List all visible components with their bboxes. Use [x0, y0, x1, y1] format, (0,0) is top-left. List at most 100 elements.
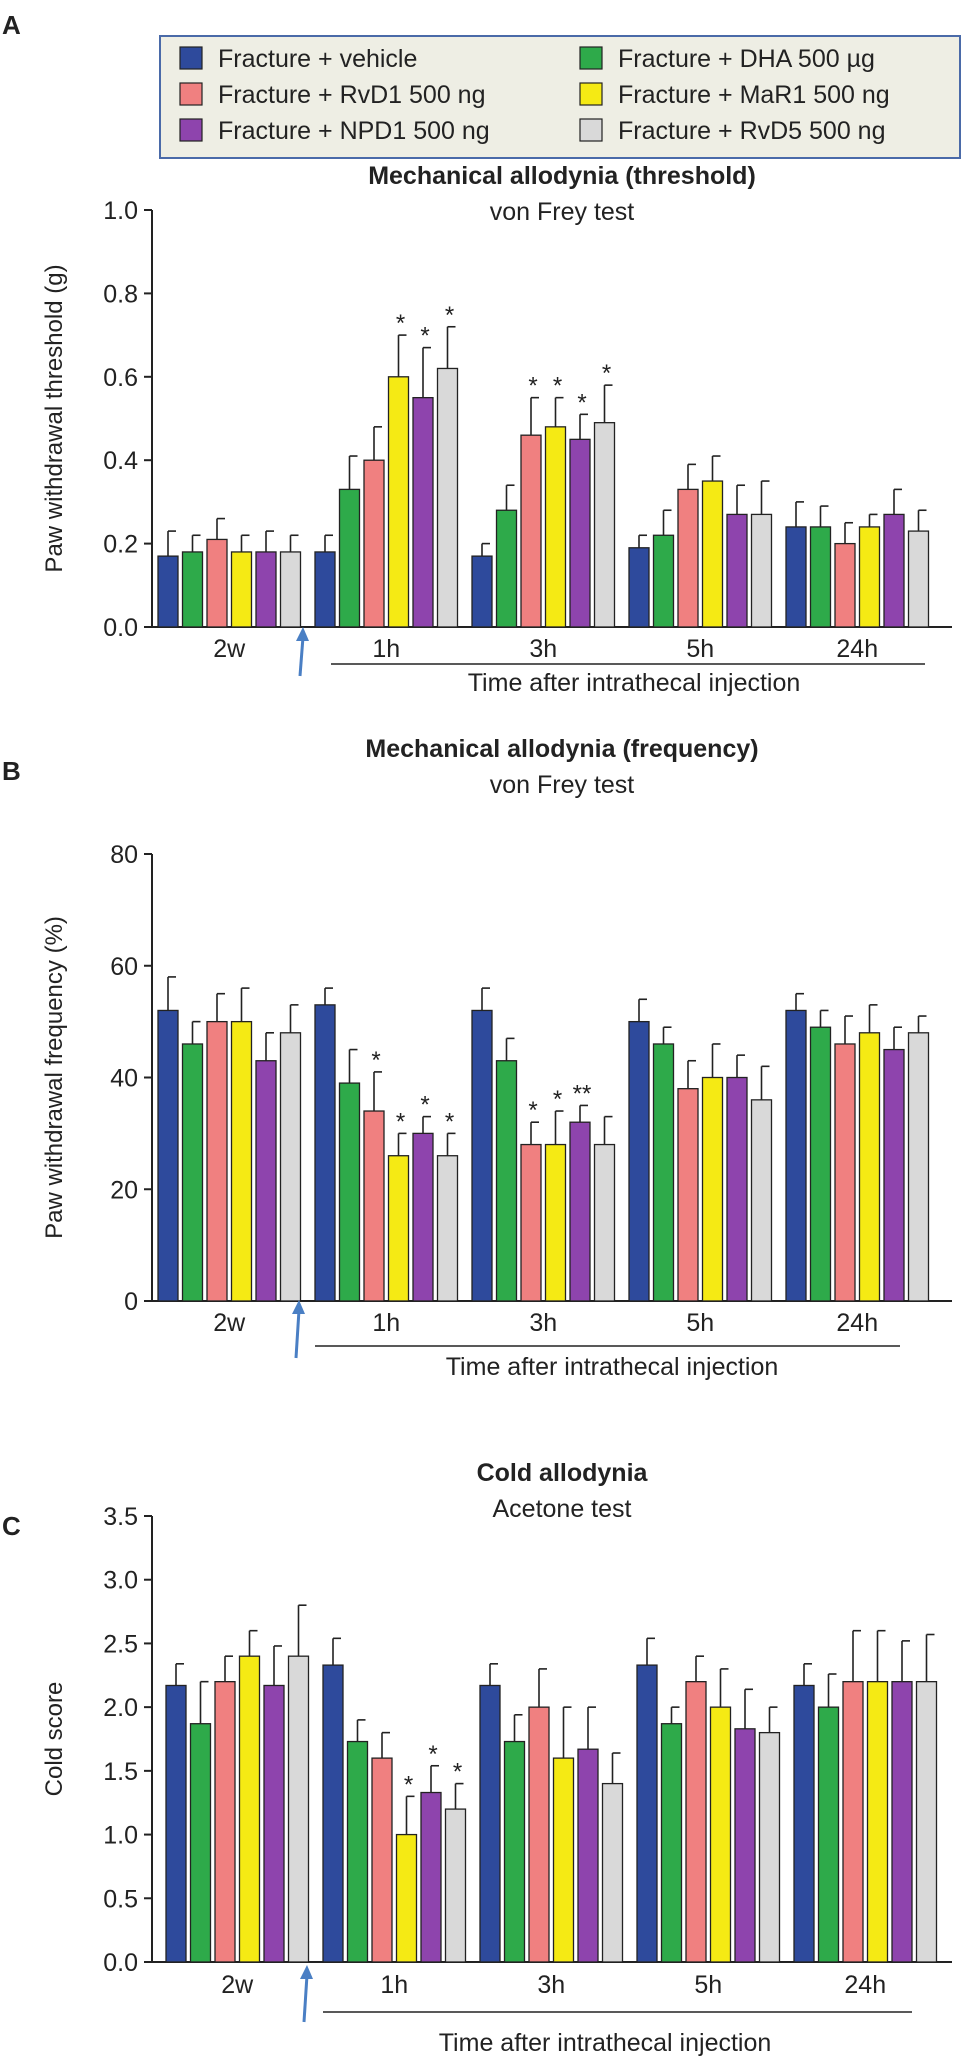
panel-c-chart: Cold allodynia Acetone test Cold score 0.0 0… [41, 1459, 952, 2057]
bar [601, 1782, 624, 1963]
bar [436, 1155, 459, 1302]
bar [685, 1681, 707, 1963]
bar [263, 1684, 285, 1963]
injection-arrow [298, 636, 305, 677]
significance-marker: * [602, 360, 611, 387]
bar [817, 1706, 840, 1963]
bar [363, 459, 385, 628]
x-tick-label: 5h [694, 1971, 722, 1999]
bar [726, 1076, 748, 1302]
bar [652, 1043, 675, 1302]
x-tick-label: 3h [529, 1309, 557, 1337]
bar [479, 1684, 501, 1963]
legend-label: Fracture + DHA 500 µg [618, 45, 875, 73]
bar [593, 1143, 616, 1302]
y-tick-label: 0.8 [103, 280, 138, 308]
bar [628, 1020, 650, 1302]
bar [709, 1706, 732, 1963]
bar [279, 551, 302, 628]
bar [834, 542, 856, 628]
bar [528, 1706, 550, 1963]
x-tick-label: 3h [529, 635, 557, 663]
bar [544, 426, 567, 628]
chart-subtitle: Acetone test [493, 1495, 632, 1523]
bar [322, 1664, 344, 1963]
bar [834, 1043, 856, 1302]
bar [677, 488, 699, 628]
legend-box [159, 35, 961, 159]
x-tick-label: 1h [372, 1309, 400, 1337]
bar [189, 1723, 212, 1963]
bar [785, 526, 807, 628]
bar [660, 1723, 683, 1963]
x-tick-label: 24h [836, 635, 878, 663]
y-axis-label: Cold score [41, 1682, 68, 1797]
bar [420, 1791, 442, 1963]
significance-marker: * [404, 1771, 413, 1798]
chart-title: Mechanical allodynia (threshold) [368, 162, 756, 190]
bar [544, 1143, 567, 1302]
chart-title: Cold allodynia [477, 1459, 649, 1487]
panel-label-b: B [2, 756, 21, 786]
x-tick-label: 5h [686, 635, 714, 663]
bar [701, 480, 724, 628]
bar [907, 530, 930, 628]
panel-label-a: A [2, 10, 21, 40]
x-axis-label: Time after intrathecal injection [468, 669, 801, 697]
injection-arrow [302, 1974, 309, 2023]
bar [750, 513, 773, 628]
legend-label: Fracture + MaR1 500 ng [618, 81, 890, 109]
x-tick-label: 24h [844, 1971, 886, 1999]
bar [157, 1009, 179, 1302]
y-tick-label: 3.5 [103, 1503, 138, 1531]
x-tick-label: 5h [686, 1309, 714, 1337]
significance-marker: * [445, 1108, 454, 1135]
bar [569, 438, 591, 628]
bar [157, 555, 179, 628]
bar [858, 1032, 881, 1302]
chart-title: Mechanical allodynia (frequency) [365, 735, 758, 763]
bar [444, 1808, 467, 1963]
bar [891, 1681, 913, 1963]
bar [883, 513, 905, 628]
bar [785, 1009, 807, 1302]
y-tick-label: 3.0 [103, 1567, 138, 1595]
panel-b-chart: Mechanical allodynia (frequency) von Frey… [41, 735, 952, 1381]
injection-arrowhead [292, 1300, 305, 1314]
legend-label: Fracture + vehicle [218, 45, 417, 73]
x-axis-label: Time after intrathecal injection [439, 2029, 772, 2057]
y-tick-label: 20 [110, 1176, 138, 1204]
legend-swatch [579, 46, 603, 70]
bar [255, 1060, 277, 1302]
legend: Fracture + vehicle Fracture + RvD1 500 ng… [159, 35, 961, 159]
legend-swatch [179, 82, 203, 106]
bar [338, 488, 361, 628]
bar [471, 555, 493, 628]
bar [387, 376, 410, 628]
bar [371, 1757, 393, 1963]
y-tick-label: 0.0 [103, 1949, 138, 1977]
bar [338, 1082, 361, 1302]
significance-marker: * [420, 1092, 429, 1119]
legend-label: Fracture + RvD5 500 ng [618, 117, 886, 145]
bar [495, 509, 518, 628]
significance-marker: * [553, 373, 562, 400]
bar [206, 538, 228, 628]
bar [726, 513, 748, 628]
bar [628, 547, 650, 628]
bar [520, 434, 542, 628]
legend-swatch [179, 46, 203, 70]
bar [287, 1655, 310, 1963]
y-tick-label: 1.0 [103, 1822, 138, 1850]
x-tick-label: 2w [213, 635, 246, 663]
bar [314, 551, 336, 628]
bar [503, 1740, 526, 1963]
bar [346, 1740, 369, 1963]
x-axis-label: Time after intrathecal injection [446, 1353, 779, 1381]
chart-subtitle: von Frey test [490, 771, 635, 799]
bar [758, 1731, 781, 1963]
panel-label-c: C [2, 1511, 21, 1541]
y-tick-label: 0.4 [103, 447, 138, 475]
bar [636, 1664, 658, 1963]
bar [412, 396, 434, 628]
